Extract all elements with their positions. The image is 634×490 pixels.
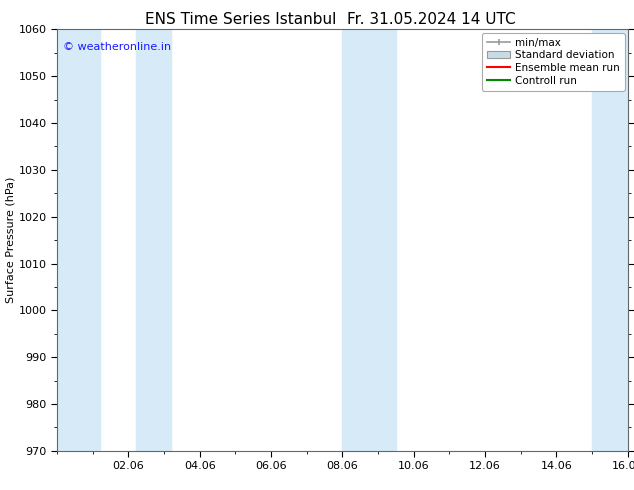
Text: ENS Time Series Istanbul: ENS Time Series Istanbul	[145, 12, 337, 27]
Y-axis label: Surface Pressure (hPa): Surface Pressure (hPa)	[6, 177, 16, 303]
Text: Fr. 31.05.2024 14 UTC: Fr. 31.05.2024 14 UTC	[347, 12, 515, 27]
Legend: min/max, Standard deviation, Ensemble mean run, Controll run: min/max, Standard deviation, Ensemble me…	[482, 32, 624, 91]
Bar	[592, 29, 628, 451]
Bar	[342, 29, 396, 451]
Bar	[136, 29, 171, 451]
Text: © weatheronline.in: © weatheronline.in	[63, 42, 171, 52]
Bar	[57, 29, 100, 451]
